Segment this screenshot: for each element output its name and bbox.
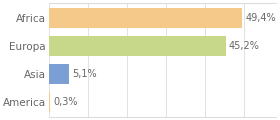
Bar <box>49 64 69 84</box>
Text: 0,3%: 0,3% <box>53 97 78 107</box>
Bar <box>49 8 242 28</box>
Text: 5,1%: 5,1% <box>72 69 96 79</box>
Text: 49,4%: 49,4% <box>245 13 276 23</box>
Bar <box>49 92 50 112</box>
Bar <box>49 36 226 56</box>
Text: 45,2%: 45,2% <box>229 41 260 51</box>
